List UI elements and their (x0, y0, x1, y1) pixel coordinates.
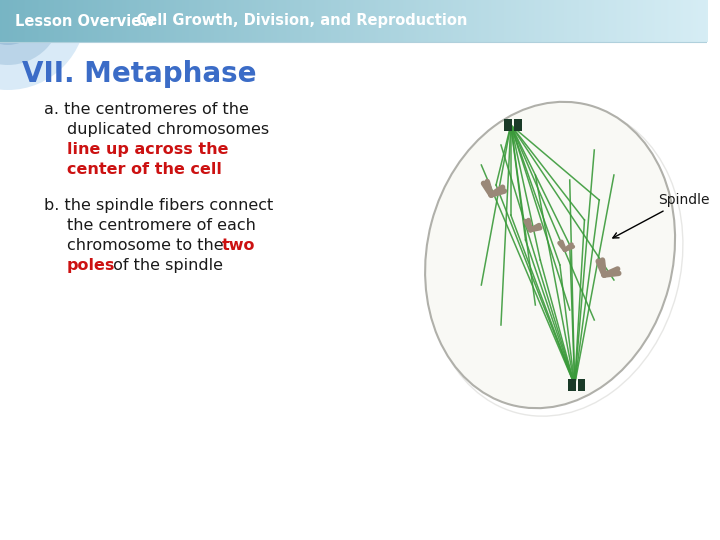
Text: Lesson Overview: Lesson Overview (14, 14, 155, 29)
Text: Cell Growth, Division, and Reproduction: Cell Growth, Division, and Reproduction (116, 14, 467, 29)
Text: VII. Metaphase: VII. Metaphase (22, 60, 256, 88)
Circle shape (0, 0, 42, 45)
Circle shape (0, 0, 62, 65)
Bar (568, 379, 575, 391)
Circle shape (0, 0, 86, 90)
Text: two: two (222, 238, 256, 253)
Text: duplicated chromosomes: duplicated chromosomes (67, 122, 269, 137)
Ellipse shape (425, 102, 675, 408)
Text: poles: poles (67, 258, 115, 273)
Text: chromosome to the: chromosome to the (67, 238, 228, 253)
Text: center of the cell: center of the cell (67, 162, 222, 177)
Text: of the spindle: of the spindle (108, 258, 223, 273)
Text: Spindle: Spindle (613, 193, 710, 238)
Bar (504, 119, 512, 131)
Bar (514, 119, 521, 131)
Text: b. the spindle fibers connect: b. the spindle fibers connect (44, 198, 274, 213)
Text: the centromere of each: the centromere of each (67, 218, 256, 233)
Text: a. the centromeres of the: a. the centromeres of the (44, 102, 249, 117)
Bar (577, 379, 585, 391)
Text: line up across the: line up across the (67, 142, 228, 157)
